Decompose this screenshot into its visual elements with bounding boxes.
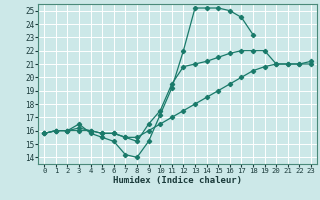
X-axis label: Humidex (Indice chaleur): Humidex (Indice chaleur) [113,176,242,185]
